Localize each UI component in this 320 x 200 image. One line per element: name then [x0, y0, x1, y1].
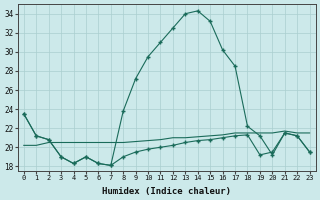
X-axis label: Humidex (Indice chaleur): Humidex (Indice chaleur) — [102, 187, 231, 196]
